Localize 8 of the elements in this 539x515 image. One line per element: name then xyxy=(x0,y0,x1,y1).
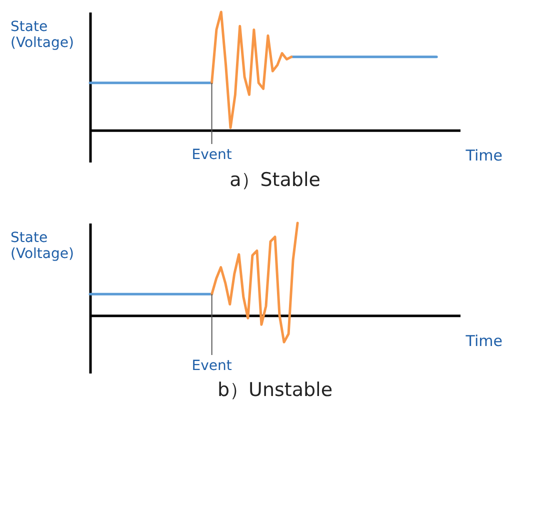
x-axis-title: Time xyxy=(464,146,502,165)
y-axis-title: State (Voltage) xyxy=(10,230,74,262)
text: Event xyxy=(192,358,232,374)
x-axis-title: Time xyxy=(464,332,502,350)
text: b）Unstable xyxy=(217,379,333,401)
y-axis-title: State (Voltage) xyxy=(10,19,74,51)
text: a）Stable xyxy=(230,169,320,192)
text: Event xyxy=(192,147,232,163)
